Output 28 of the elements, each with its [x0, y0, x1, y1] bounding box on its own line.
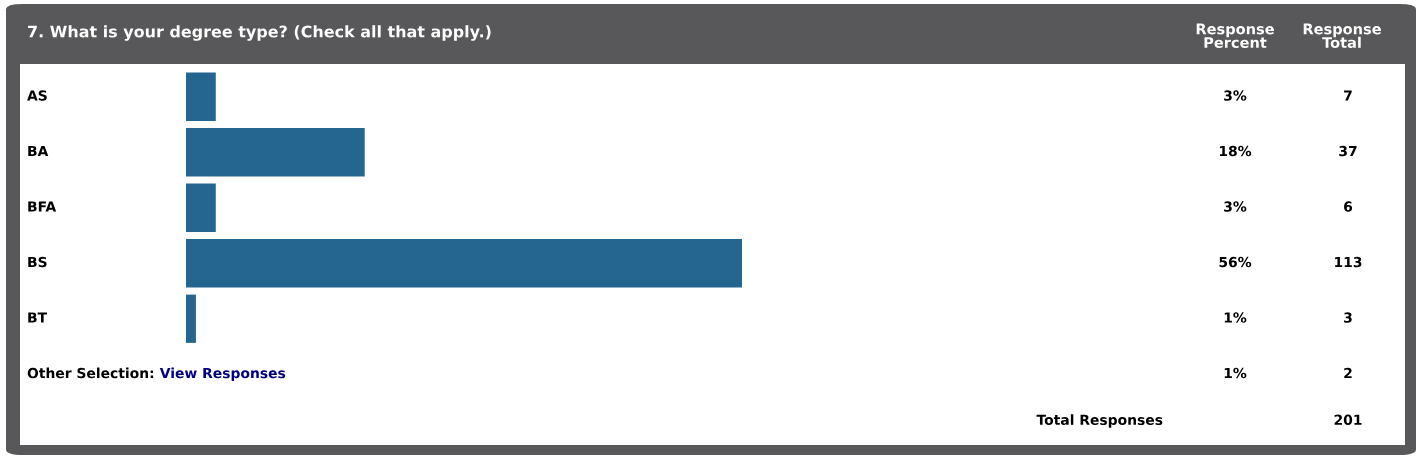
bar: [186, 294, 196, 343]
text: 113: [1335, 256, 1362, 268]
bar: [186, 128, 365, 177]
bar: [186, 239, 742, 288]
bar: [186, 183, 216, 232]
y-tick-label: BFA: [28, 201, 57, 212]
data-label: 1%: [1224, 312, 1247, 323]
chart-title: 7. What is your degree type? (Check all that apply.): [28, 25, 491, 41]
text: 1%: [1224, 367, 1247, 379]
text: Response Percent: [1196, 23, 1274, 49]
text: 201: [1334, 414, 1362, 426]
text: 6: [1344, 201, 1353, 212]
y-tick-label: BS: [28, 256, 47, 268]
y-tick-label: BT: [28, 312, 47, 323]
text: Total Responses: [1036, 414, 1163, 428]
text: 3: [1344, 312, 1352, 323]
data-label: 3%: [1224, 201, 1247, 212]
y-tick-label: AS: [27, 90, 47, 101]
y-tick-label: Other Selection: View Responses: [27, 367, 286, 381]
data-label: 18%: [1219, 145, 1252, 157]
y-tick-label: BA: [28, 145, 49, 157]
text: Response Total: [1303, 23, 1381, 49]
bar: [186, 72, 216, 121]
data-label: 3%: [1224, 90, 1247, 101]
text: 2: [1344, 367, 1352, 379]
data-label: 56%: [1219, 256, 1252, 268]
text: 37: [1339, 145, 1357, 157]
text: 7: [1344, 90, 1352, 101]
